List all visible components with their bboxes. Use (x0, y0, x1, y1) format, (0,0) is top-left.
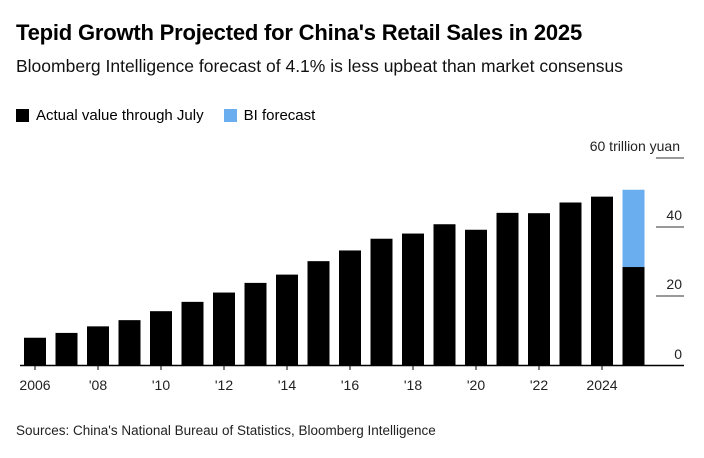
bar-chart: 0 20 40 60 trillion yuan 2006 '08 '10 '12 '14 '16… (19, 138, 684, 393)
bar-actual-2018 (402, 233, 424, 365)
source-note: Sources: China's National Bureau of Stat… (16, 423, 436, 438)
bar-actual-2021 (496, 212, 519, 365)
bar-actual-2022 (528, 213, 550, 365)
chart-subtitle: Bloomberg Intelligence forecast of 4.1% … (16, 56, 624, 76)
legend-swatch-forecast (223, 109, 237, 122)
bar-actual-2019 (433, 224, 456, 365)
bar-actual-2020 (465, 229, 487, 365)
x-tick-label: 2006 (19, 377, 50, 393)
bar-actual-2015 (307, 261, 330, 365)
bar-actual-2011 (181, 301, 204, 365)
x-tick-label: '22 (530, 377, 548, 393)
bar-actual-2014 (276, 274, 298, 365)
legend-label-actual: Actual value through July (36, 107, 204, 124)
x-tick-label: '12 (215, 377, 233, 393)
legend-item-forecast: BI forecast (223, 107, 316, 124)
x-tick-label: '18 (404, 377, 422, 393)
bar-actual-2025 (622, 267, 645, 365)
bar-actual-2008 (87, 326, 109, 365)
y-tick-label: 0 (674, 346, 682, 362)
x-tick-label: '08 (89, 377, 107, 393)
x-tick-label: '14 (278, 377, 296, 393)
legend-swatch-actual (16, 109, 29, 122)
legend-label-forecast: BI forecast (243, 107, 316, 124)
bar-actual-2023 (559, 202, 582, 365)
chart-title: Tepid Growth Projected for China's Retai… (16, 20, 582, 45)
y-tick-label: 60 trillion yuan (590, 138, 680, 154)
legend-item-actual: Actual value through July (16, 107, 204, 124)
y-tick-label: 40 (666, 207, 682, 223)
bar-actual-2017 (370, 238, 393, 365)
legend: Actual value through July BI forecast (16, 107, 335, 124)
x-tick-label: '16 (341, 377, 359, 393)
bar-actual-2010 (150, 311, 172, 365)
bar-actual-2012 (213, 292, 235, 365)
bar-actual-2013 (244, 282, 267, 365)
bar-forecast-2025 (622, 189, 645, 268)
bar-actual-2009 (118, 320, 141, 365)
bar-actual-2006 (24, 337, 46, 365)
bar-actual-2007 (55, 332, 78, 365)
y-tick-label: 20 (666, 276, 682, 292)
x-tick-label: '10 (152, 377, 170, 393)
bar-actual-2024 (591, 196, 613, 365)
x-tick-label: 2024 (586, 377, 617, 393)
x-tick-label: '20 (467, 377, 485, 393)
bar-actual-2016 (339, 250, 361, 365)
